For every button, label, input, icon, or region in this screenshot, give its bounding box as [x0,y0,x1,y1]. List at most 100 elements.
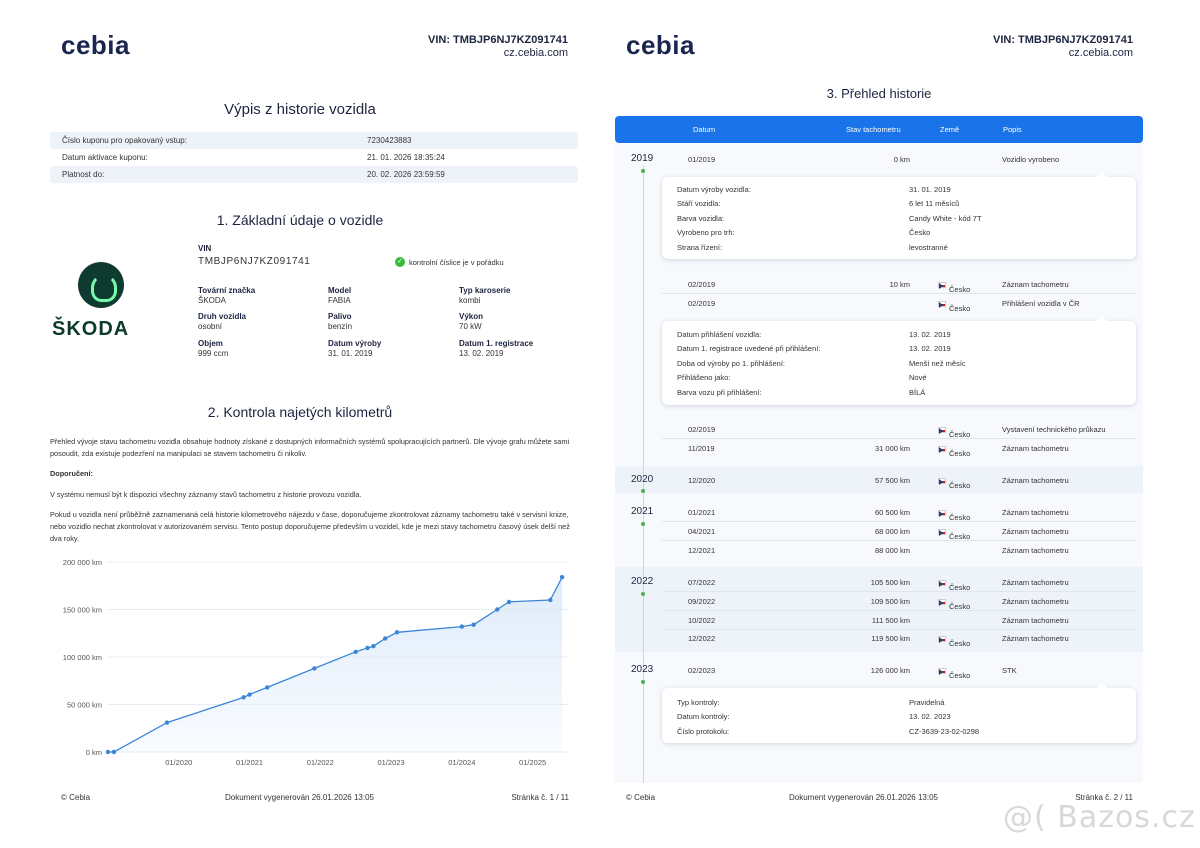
skoda-emblem-icon [78,262,124,308]
y-tick-label: 0 km [86,748,102,757]
attr-label: Typ karoserie [459,286,511,295]
footer-copyright: © Cebia [626,793,656,802]
cz-flag-icon [938,427,946,434]
attr-value: 999 ccm [198,349,229,358]
vin-value: TMBJP6NJ7KZ091741 [198,256,311,267]
x-tick-label: 01/2023 [378,758,405,767]
bazos-watermark: @( Bazos.cz [1003,800,1196,835]
mileage-point [365,645,370,651]
coupon-label: Platnost do: [62,170,105,179]
timeline-dot [641,680,645,684]
header-vin: VIN: TMBJP6NJ7KZ091741 [992,34,1133,46]
mileage-point [105,749,111,755]
year-band-2022 [615,567,1143,652]
footer-generated: Dokument vygenerován 26.01.2026 13:05 [789,793,938,802]
recommendation-note: V systému nemusí být k dispozici všechny… [50,490,362,499]
skoda-logo: ŠKODA [48,262,158,342]
page-title: Výpis z historie vozidla [224,101,376,118]
cz-flag-icon [938,446,946,453]
detail-card-production: Datum výroby vozidla: 31. 01. 2019 Stáří … [662,172,1136,259]
coupon-row: Datum aktivace kuponu: 21. 01. 2026 18:3… [50,149,578,166]
timeline-line [643,165,644,783]
year-label: 2022 [631,576,654,587]
detail-card-inspection: Typ kontroly: Pravidelná Datum kontroly: 1… [662,683,1136,743]
attr-body: Typ karoserie kombi [459,286,510,306]
attr-value: 31. 01. 2019 [328,349,373,358]
detail-card-registration: Datum přihlášení vozidla: 13. 02. 2019 Da… [662,316,1136,405]
mileage-line [108,576,563,753]
cebia-logo: cebia [626,30,695,60]
coupon-value: 7230423883 [367,136,412,145]
coupon-label: Číslo kuponu pro opakovaný vstup: [62,136,187,145]
attr-fuel: Palivo benzín [328,312,352,332]
cz-flag-icon [938,599,946,606]
coupon-row: Číslo kuponu pro opakovaný vstup: 723042… [50,132,578,149]
history-row: 12/2020 57 500 km Česko Záznam tachometru [688,476,1069,490]
header-site: cz.cebia.com [1068,47,1133,59]
attr-make: Tovární značka ŠKODA [198,286,255,306]
attr-model: Model FABIA [328,286,351,306]
col-odometer: Stav tachometru [846,125,901,134]
history-row: 12/2021 88 000 km Záznam tachometru [688,546,1069,555]
header-site: cz.cebia.com [503,47,568,59]
y-tick-label: 50 000 km [67,701,102,710]
col-country: Země [940,125,960,134]
cz-flag-icon [938,510,946,517]
attr-value: FABIA [328,296,351,305]
x-tick-label: 01/2022 [307,758,334,767]
mileage-point [471,622,476,627]
mileage-point [241,695,246,700]
attr-power: Výkon 70 kW [459,312,483,332]
cebia-logo: cebia [61,30,130,60]
attr-volume: Objem 999 ccm [198,339,228,359]
recommendation-text: Pokud u vozidla není průběžně zaznamenan… [50,510,570,543]
history-title: 3. Přehled historie [826,86,932,101]
attr-production-date: Datum výroby 31. 01. 2019 [328,339,381,359]
footer-copyright: © Cebia [61,793,91,802]
attr-value: 13. 02. 2019 [459,349,504,358]
attr-value: osobní [198,322,223,331]
x-tick-label: 01/2025 [519,758,546,767]
mileage-point [506,599,512,605]
mileage-point [164,720,170,725]
mileage-point [548,597,553,603]
history-row: 10/2022 111 500 km Záznam tachometru [662,611,1136,630]
timeline-dot [641,169,645,173]
mileage-intro: Přehled vývoje stavu tachometru vozidla … [50,437,570,458]
attr-value: kombi [459,296,481,305]
cz-flag-icon [938,282,946,289]
mileage-point [312,666,317,671]
history-row: 12/2022 119 500 km Česko Záznam tachometru [688,634,1069,648]
cz-flag-icon [938,668,946,675]
coupon-table: Číslo kuponu pro opakovaný vstup: 723042… [50,132,578,183]
mileage-point [495,607,500,612]
history-row: 09/2022 109 500 km Česko Záznam tachometru [662,592,1136,611]
header-vin-block: VIN: TMBJP6NJ7KZ091741 cz.cebia.com [428,34,568,60]
vin-check: ✓ kontrolní číslice je v pořádku [395,257,504,267]
history-table-header: Datum Stav tachometru Země Popis [615,116,1143,143]
attr-value: ŠKODA [198,296,227,305]
cz-flag-icon [938,636,946,643]
header-vin: VIN: TMBJP6NJ7KZ091741 [427,34,568,46]
coupon-value: 21. 01. 2026 18:35:24 [367,153,445,162]
history-row: 01/2021 60 500 km Česko Záznam tachometru [662,503,1136,522]
mileage-point [353,649,358,654]
coupon-row: Platnost do: 20. 02. 2026 23:59:59 [50,166,578,183]
section-basic-title: 1. Základní údaje o vozidle [216,212,384,228]
footer-page-number: Stránka č. 2 / 11 [1075,793,1133,802]
history-row: 02/2023 126 000 km Česko STK [688,666,1017,680]
year-label: 2020 [631,474,654,485]
attr-registration-date: Datum 1. registrace 13. 02. 2019 [459,339,533,359]
mileage-point [559,575,565,580]
report-page-1: cebia VIN: TMBJP6NJ7KZ091741 cz.cebia.co… [48,30,578,802]
skoda-wordmark: ŠKODA [52,318,130,340]
attr-label: Výkon [459,312,484,321]
section-mileage-title: 2. Kontrola najetých kilometrů [207,404,393,420]
history-row: 07/2022 105 500 km Česko Záznam tachometru [662,573,1136,592]
mileage-point [265,685,270,690]
y-tick-label: 150 000 km [63,606,102,615]
attr-label: Datum výroby [328,339,382,348]
vin-label: VIN [198,244,212,253]
attr-kind: Druh vozidla osobní [198,312,246,332]
mileage-point [111,749,117,755]
